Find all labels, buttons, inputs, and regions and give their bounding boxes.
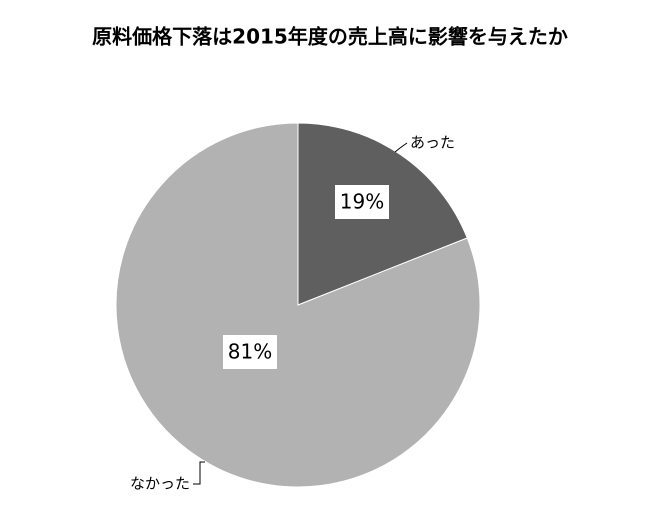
chart-title: 原料価格下落は2015年度の売上高に影響を与えたか — [92, 25, 568, 49]
category-label: なかった — [130, 475, 190, 493]
value-label-box — [223, 335, 277, 369]
value-label: 81% — [228, 340, 272, 364]
pie-slice — [115, 122, 481, 488]
value-label: 19% — [340, 190, 384, 214]
leader-line — [193, 461, 205, 485]
leader-line — [394, 142, 408, 153]
category-label: あった — [410, 134, 455, 152]
value-label-box — [335, 185, 389, 219]
